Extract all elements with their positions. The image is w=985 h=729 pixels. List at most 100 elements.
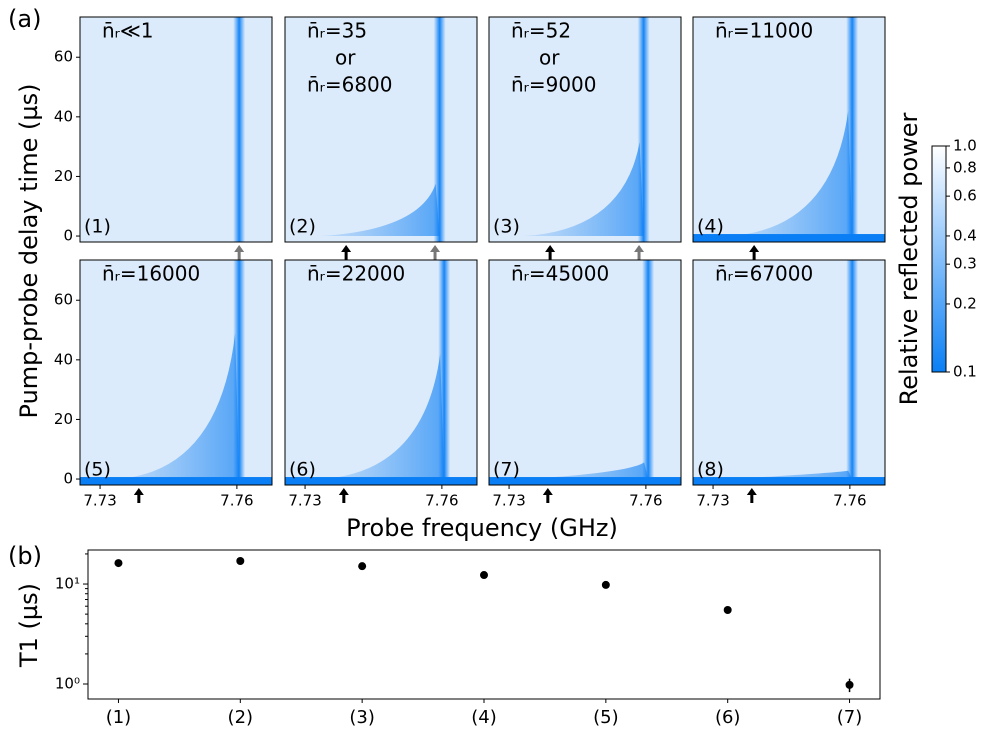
y-tick-label: 10⁰ <box>55 675 80 693</box>
pump-band <box>489 477 681 485</box>
annotation: or <box>335 46 356 70</box>
panel-index: (1) <box>84 216 111 238</box>
annotation: n̄ᵣ=35 <box>307 19 367 43</box>
arrow <box>341 245 352 260</box>
y-tick-label: 0 <box>63 227 73 245</box>
panel-frame <box>692 16 886 243</box>
panel-index: (3) <box>493 216 520 238</box>
panel-frame <box>79 259 273 486</box>
colorbar-label: Relative reflected power <box>895 112 923 405</box>
annotation: n̄ᵣ=67000 <box>715 262 813 286</box>
point <box>845 680 854 689</box>
resonance-stripe <box>637 17 650 242</box>
panel-label: (b) <box>8 542 42 570</box>
annotation: n̄ᵣ=6800 <box>307 73 393 97</box>
resonance-stripe <box>433 17 446 242</box>
y-tick-label: 20 <box>54 167 73 185</box>
panel-frame <box>488 259 682 486</box>
x-tick-label: 7.73 <box>83 492 116 510</box>
x-tick-label: 7.73 <box>288 492 321 510</box>
y-tick-label: 0 <box>63 470 73 488</box>
annotation: n̄ᵣ=16000 <box>102 262 200 286</box>
panel-index: (8) <box>697 459 724 481</box>
x-tick-label: (6) <box>715 707 741 728</box>
resonance-stripe <box>233 17 246 242</box>
resonance-stripe <box>846 17 859 242</box>
resonance-stripe <box>233 260 246 485</box>
pump-band <box>285 477 477 485</box>
resonance-stripe <box>846 260 859 485</box>
pump-band <box>693 234 885 242</box>
colorbar-tick-label: 0.1 <box>953 363 977 381</box>
point <box>114 559 123 568</box>
annotation: n̄ᵣ=11000 <box>715 19 813 43</box>
annotation: n̄ᵣ=52 <box>511 19 571 43</box>
colorbar <box>931 145 947 373</box>
colorbar-tick-label: 0.3 <box>953 255 977 273</box>
heatmap-tail <box>524 462 649 480</box>
annotation: n̄ᵣ≪1 <box>102 19 154 43</box>
arrow <box>634 245 645 260</box>
point <box>236 556 245 565</box>
annotation: n̄ᵣ=45000 <box>511 262 609 286</box>
arrow <box>234 245 245 260</box>
arrow <box>545 245 556 260</box>
heatmap-tail <box>728 470 853 480</box>
resonance-stripe <box>438 260 451 485</box>
colorbar-tick-label: 0.4 <box>953 226 977 244</box>
panel-index: (5) <box>84 459 111 481</box>
colorbar-tick-label: 1.0 <box>953 137 977 155</box>
panel-frame <box>284 259 478 486</box>
panel-frame <box>488 16 682 243</box>
heatmap-tail <box>524 142 644 237</box>
arrow <box>430 245 441 260</box>
y-tick-label: 10¹ <box>55 575 80 593</box>
x-tick-label: (3) <box>349 707 375 728</box>
x-tick-label: (5) <box>593 707 619 728</box>
panel-frame <box>284 16 478 243</box>
x-tick-label: (1) <box>106 707 132 728</box>
annotation: n̄ᵣ=9000 <box>511 73 597 97</box>
heatmap-tail <box>320 183 440 237</box>
panel-frame <box>79 16 273 243</box>
point <box>358 562 367 571</box>
panel-index: (4) <box>697 216 724 238</box>
x-tick-label: (2) <box>228 707 254 728</box>
pump-band <box>693 477 885 485</box>
y-tick-label: 40 <box>54 107 73 125</box>
y-tick-label: 60 <box>54 291 73 309</box>
point <box>601 580 610 589</box>
arrow <box>746 488 757 503</box>
arrow <box>133 488 144 503</box>
heatmap-tail <box>728 110 853 237</box>
x-tick-label: 7.76 <box>220 492 253 510</box>
x-tick-label: 7.73 <box>492 492 525 510</box>
x-tick-label: 7.73 <box>696 492 729 510</box>
panel-label: (a) <box>8 5 41 33</box>
panel-index: (7) <box>493 459 520 481</box>
arrow <box>749 245 760 260</box>
y-tick-label: 60 <box>54 48 73 66</box>
x-tick-label: 7.76 <box>833 492 866 510</box>
x-tick-label: (4) <box>471 707 497 728</box>
heatmap-background <box>489 17 681 242</box>
point <box>480 571 488 580</box>
heatmap-tail <box>115 333 240 480</box>
y-tick-label: 20 <box>54 410 73 428</box>
heatmap-background <box>285 17 477 242</box>
x-axis-label: Probe frequency (GHz) <box>346 514 618 542</box>
resonance-stripe <box>642 260 655 485</box>
y-axis-label: Pump-probe delay time (µs) <box>15 84 43 419</box>
panel-index: (6) <box>289 459 316 481</box>
pump-band <box>80 477 272 485</box>
colorbar-tick-label: 0.8 <box>953 158 977 176</box>
arrow <box>542 488 553 503</box>
panel-index: (2) <box>289 216 316 238</box>
heatmap-tail <box>320 353 445 480</box>
panel-frame <box>692 259 886 486</box>
y-axis-label: T1 (µs) <box>15 583 43 668</box>
annotation: n̄ᵣ=22000 <box>307 262 405 286</box>
x-tick-label: (7) <box>837 707 863 728</box>
x-tick-label: 7.76 <box>629 492 662 510</box>
